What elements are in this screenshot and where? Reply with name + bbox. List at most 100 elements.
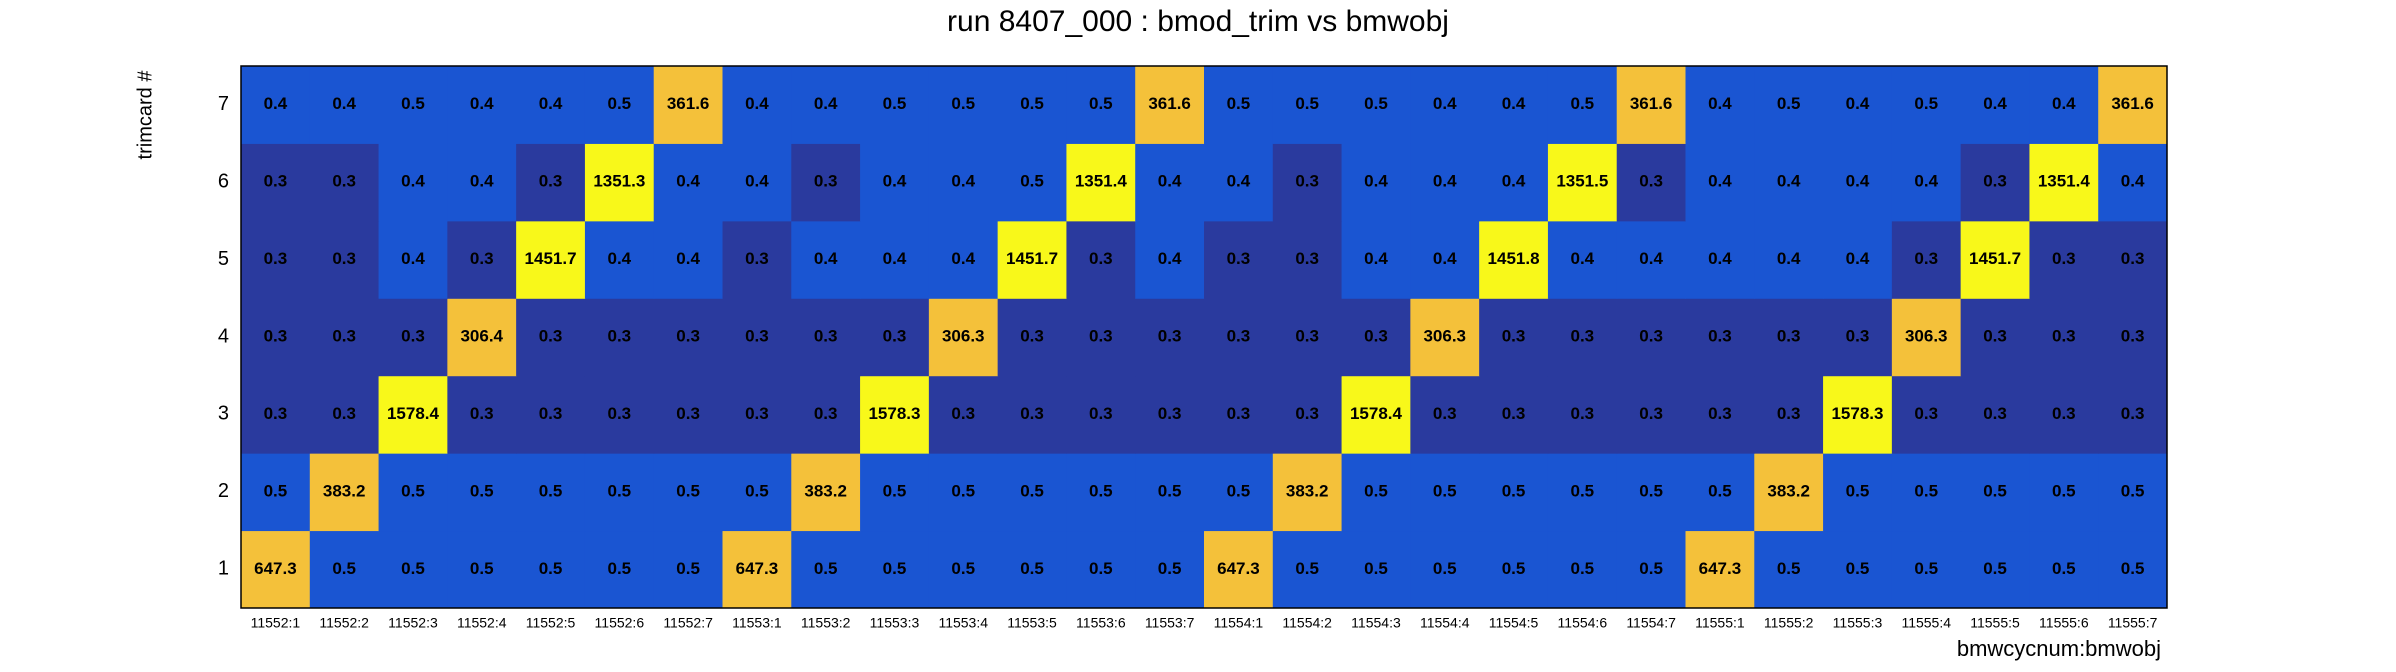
heatmap-cell [584,375,655,454]
cell-label: 0.5 [1914,94,1938,113]
heatmap-cell [1135,453,1205,532]
heatmap-cell [653,143,723,222]
cell-label: 0.5 [2121,559,2145,578]
cell-label: 0.3 [2052,249,2076,268]
cell-label: 0.5 [332,559,356,578]
heatmap-cell [1960,375,2030,454]
heatmap-cell [1066,220,1136,299]
heatmap-cell [1547,530,1618,609]
cell-label: 0.4 [470,172,494,191]
cell-label: 0.3 [1571,326,1595,345]
x-tick-label: 11553:6 [1076,615,1126,631]
heatmap-cell [1960,143,2030,222]
heatmap-cell [447,220,517,299]
heatmap-cell [584,453,655,532]
heatmap-cell [1204,220,1274,299]
heatmap-cell [791,298,861,377]
cell-label: 0.4 [608,249,632,268]
cell-label: 0.4 [1777,172,1801,191]
heatmap-cell [1135,220,1205,299]
cell-label: 1578.4 [1350,404,1403,423]
heatmap-cell [1754,530,1824,609]
cell-label: 0.4 [676,249,700,268]
cell-label: 0.5 [1846,559,1870,578]
heatmap-cell [241,375,311,454]
cell-label: 0.5 [1020,172,1044,191]
cell-label: 0.4 [1364,172,1388,191]
cell-label: 0.3 [1158,404,1182,423]
cell-label: 0.5 [1020,481,1044,500]
cell-label: 0.4 [470,94,494,113]
cell-label: 0.4 [745,172,769,191]
x-tick-label: 11554:1 [1214,615,1264,631]
cell-label: 0.3 [1777,404,1801,423]
cell-label: 0.5 [814,559,838,578]
heatmap-cell [378,375,448,454]
heatmap-cell [516,220,586,299]
cell-label: 383.2 [1767,481,1810,500]
cell-label: 0.5 [1433,481,1457,500]
cell-label: 0.3 [1914,249,1938,268]
heatmap-cell [2098,375,2168,454]
heatmap-cell [1066,298,1136,377]
heatmap-cell [447,453,517,532]
heatmap-cell [1685,375,1755,454]
heatmap-cell [1891,530,1962,609]
cell-label: 0.4 [264,94,288,113]
heatmap-cell [1891,375,1962,454]
cell-label: 0.3 [1020,326,1044,345]
cell-label: 0.5 [883,94,907,113]
heatmap-cell [860,375,930,454]
heatmap-cell [1341,143,1411,222]
heatmap-cell [1479,220,1549,299]
cell-label: 0.3 [2121,326,2145,345]
heatmap-cell [378,143,448,222]
cell-label: 0.5 [1571,559,1595,578]
cell-label: 0.3 [1295,404,1319,423]
y-tick-label: 1 [218,558,229,580]
heatmap-cell [378,220,448,299]
heatmap-cell [997,375,1067,454]
cell-label: 0.3 [332,404,356,423]
cell-label: 0.3 [1295,326,1319,345]
cell-label: 0.4 [1364,249,1388,268]
heatmap-cell [791,143,861,222]
heatmap-cell [1754,143,1824,222]
cell-label: 1351.4 [2038,172,2091,191]
heatmap-cell [241,143,311,222]
heatmap-cell [653,375,723,454]
cell-label: 0.5 [1020,559,1044,578]
heatmap-cell [860,66,930,144]
heatmap-cell [1547,66,1618,144]
cell-label: 0.5 [1364,559,1388,578]
cell-label: 0.3 [1295,172,1319,191]
heatmap-cell [791,453,861,532]
cell-label: 647.3 [1699,559,1742,578]
heatmap-cell [653,298,723,377]
cell-label: 0.3 [1295,249,1319,268]
cell-label: 0.5 [1639,481,1663,500]
cell-label: 0.3 [1708,326,1732,345]
cell-label: 0.3 [2121,404,2145,423]
heatmap-cell [2098,530,2168,609]
heatmap-cell [653,66,723,144]
cell-label: 0.3 [2052,404,2076,423]
cell-label: 0.3 [332,172,356,191]
heatmap-cell [1823,530,1893,609]
cell-label: 0.3 [745,404,769,423]
cell-label: 0.3 [1571,404,1595,423]
heatmap-cell [2098,66,2168,144]
heatmap-cell [2029,143,2099,222]
heatmap-cell [1204,66,1274,144]
cell-label: 383.2 [804,481,847,500]
heatmap-cell [378,66,448,144]
cell-label: 0.5 [539,559,563,578]
heatmap-cell [1547,375,1618,454]
heatmap-cell [1960,453,2030,532]
heatmap-cell [1204,375,1274,454]
cell-label: 0.5 [608,481,632,500]
cell-label: 306.3 [1905,326,1948,345]
heatmap-cell [1891,66,1962,144]
x-tick-label: 11552:1 [251,615,301,631]
